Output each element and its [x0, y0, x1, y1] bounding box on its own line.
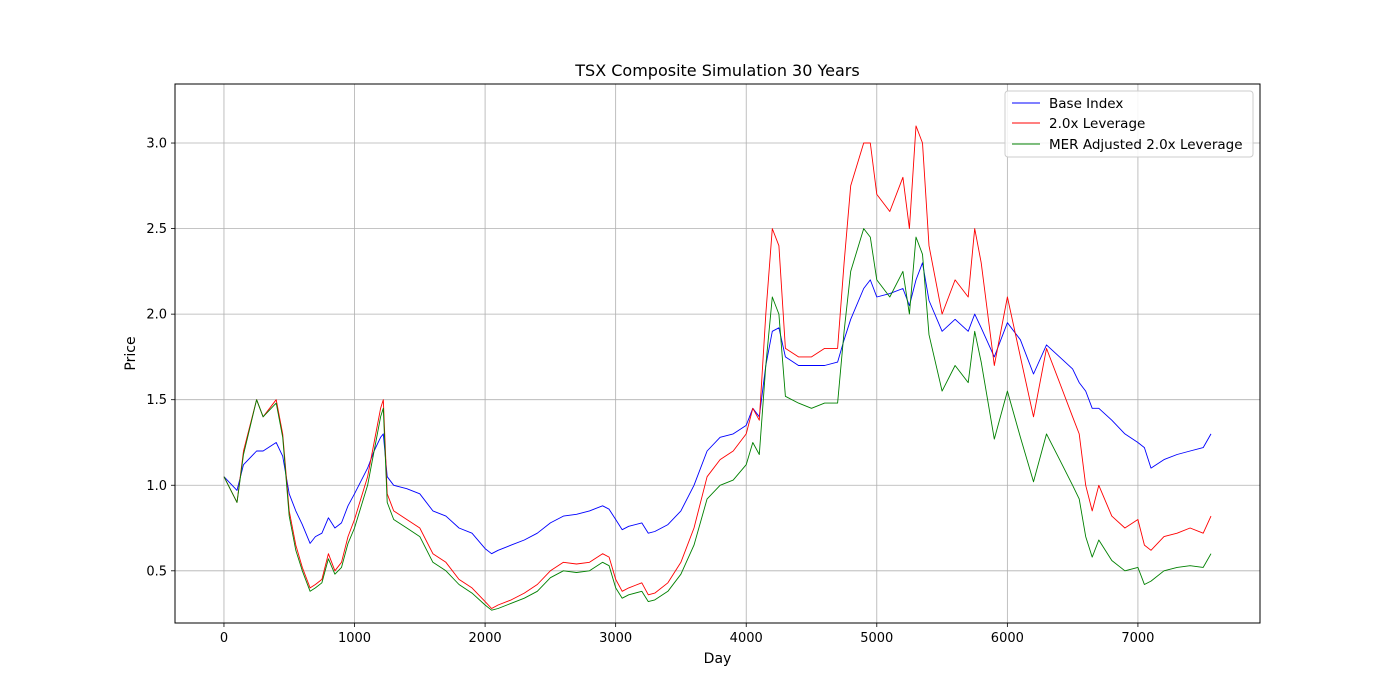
- plot-area-frame: [174, 83, 1261, 624]
- x-tick-label: 5000: [860, 631, 893, 646]
- y-tick-label: 1.5: [146, 393, 167, 408]
- y-tick-label: 1.0: [146, 479, 167, 494]
- series-line-base-index: [223, 262, 1212, 555]
- x-tick-label: 3000: [599, 631, 632, 646]
- x-tick-label: 0: [220, 631, 228, 646]
- x-tick-label: 4000: [730, 631, 763, 646]
- series-lines: [223, 125, 1212, 611]
- x-tick-label: 7000: [1121, 631, 1154, 646]
- x-axis-label: Day: [704, 651, 732, 667]
- y-tick-label: 2.5: [146, 222, 167, 237]
- y-tick-label: 3.0: [146, 137, 167, 152]
- y-axis-label: Price: [123, 336, 139, 370]
- legend-label-2x-leverage: 2.0x Leverage: [1049, 116, 1145, 132]
- legend-label-base-index: Base Index: [1049, 96, 1123, 112]
- grid: [175, 84, 1260, 623]
- series-line-mer-adjusted-2x-leverage: [223, 228, 1212, 611]
- y-tick-label: 0.5: [146, 564, 167, 579]
- y-tick-label: 2.0: [146, 308, 167, 323]
- x-tick-label: 2000: [469, 631, 502, 646]
- series-line-2x-leverage: [223, 125, 1212, 609]
- legend-box: [1004, 90, 1254, 158]
- axis-ticks: 0 1000 2000 3000 4000 5000 6000 7000 0.5 1.0 1.5 2.…: [146, 137, 1154, 646]
- x-tick-label: 1000: [338, 631, 371, 646]
- x-tick-label: 6000: [991, 631, 1024, 646]
- legend: Base Index 2.0x Leverage MER Adjusted 2.…: [1004, 90, 1254, 158]
- chart-title: TSX Composite Simulation 30 Years: [574, 61, 859, 80]
- legend-label-mer-adjusted: MER Adjusted 2.0x Leverage: [1049, 137, 1243, 153]
